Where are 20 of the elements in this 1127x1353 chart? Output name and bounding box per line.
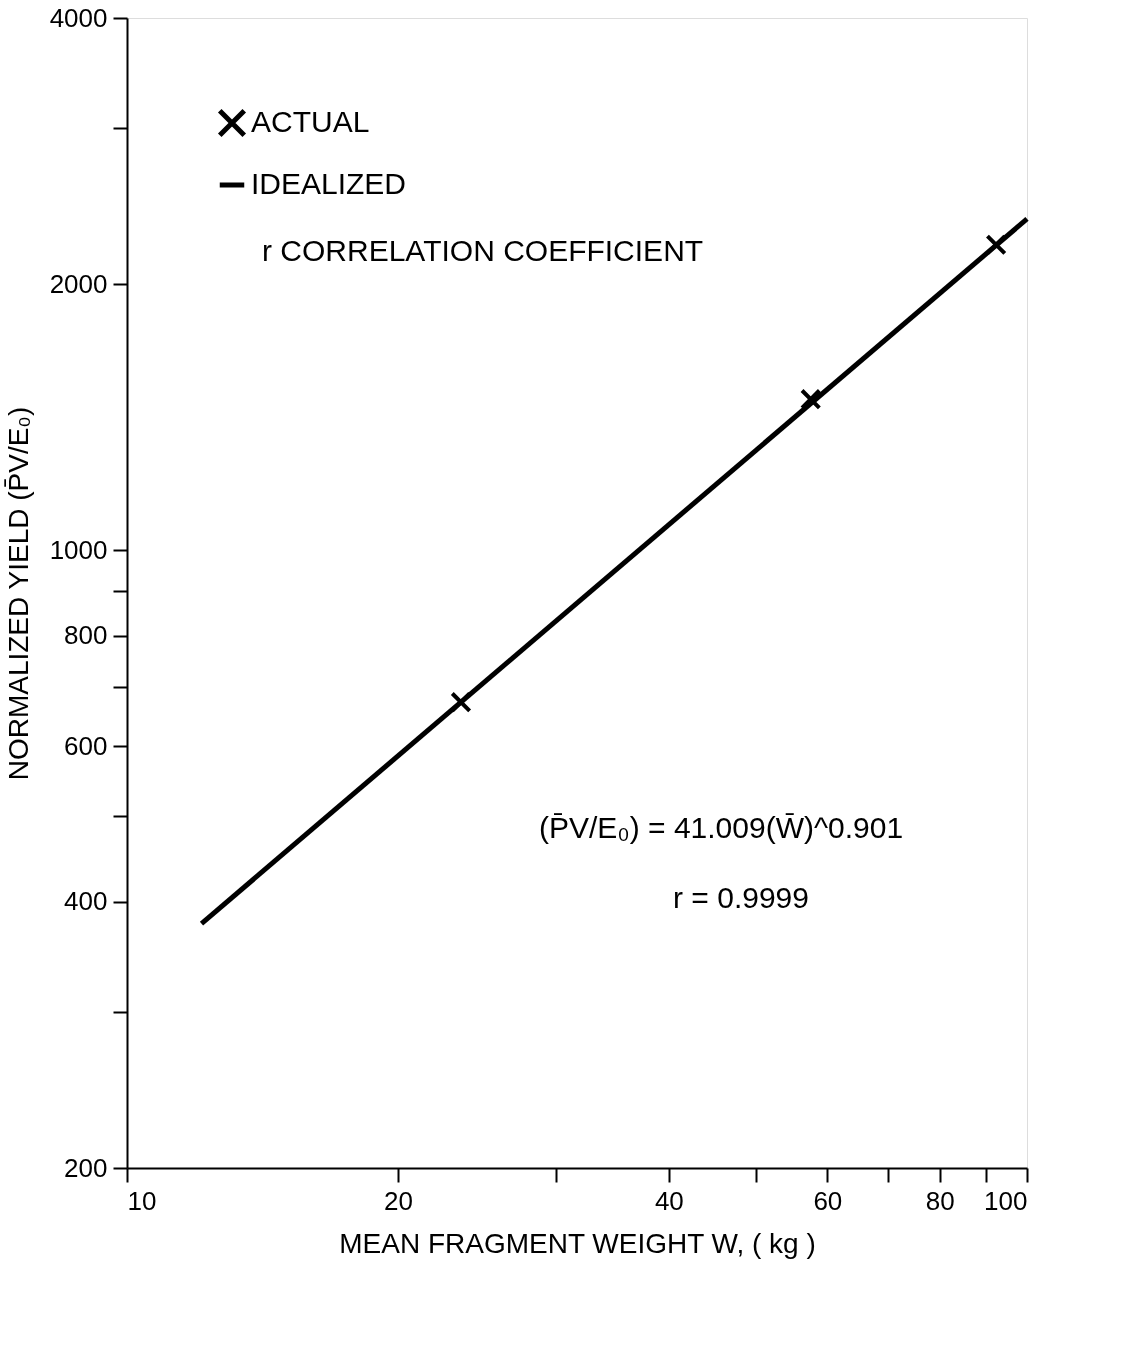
annotation: r = 0.9999 [673, 880, 809, 914]
x-tick-label: 10 [127, 1185, 157, 1216]
x-tick-label: 100 [984, 1185, 1028, 1216]
y-tick-label: 800 [64, 620, 108, 651]
annotation: (P̄V/E₀) = 41.009(W̄)^0.901 [538, 810, 904, 844]
y-tick-label: 200 [64, 1152, 108, 1183]
x-tick-label: 20 [383, 1185, 413, 1216]
y-tick-label: 400 [64, 886, 108, 917]
y-tick-label: 2000 [49, 268, 108, 299]
y-tick-label: 600 [64, 730, 108, 761]
y-tick-label: 1000 [49, 534, 108, 565]
x-tick-label: 40 [654, 1185, 684, 1216]
x-tick-label: 80 [925, 1185, 955, 1216]
annotation: r CORRELATION COEFFICIENT [262, 234, 704, 267]
y-axis-title: NORMALIZED YIELD (P̄V/E₀) [2, 406, 34, 781]
legend-label: IDEALIZED [251, 167, 407, 200]
x-axis-title: MEAN FRAGMENT WEIGHT W, ( kg ) [339, 1227, 816, 1259]
y-tick-label: 4000 [49, 2, 108, 33]
x-tick-label: 60 [813, 1185, 843, 1216]
legend-label: ACTUAL [251, 105, 370, 138]
